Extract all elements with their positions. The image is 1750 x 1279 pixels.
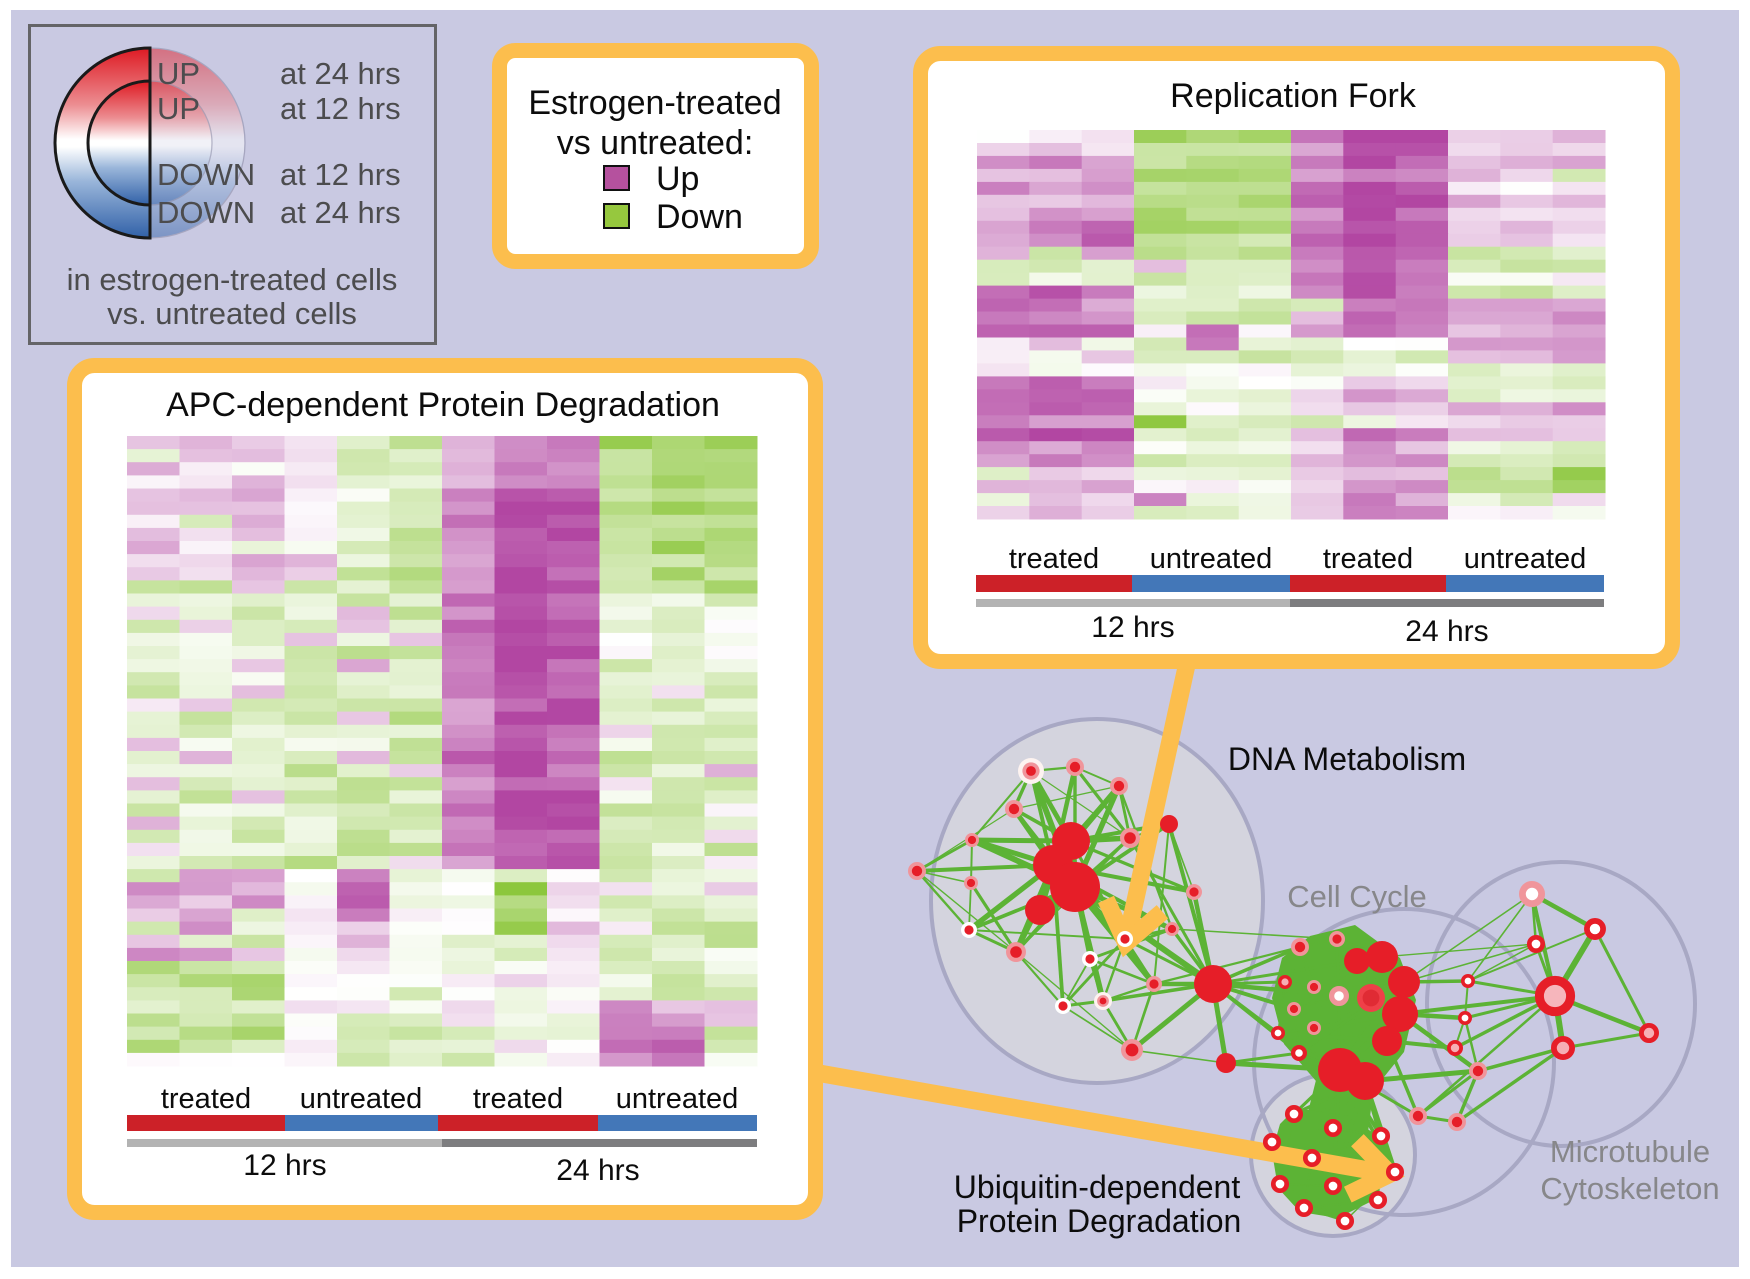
svg-text:vs. untreated cells: vs. untreated cells bbox=[107, 296, 357, 331]
svg-text:Cytoskeleton: Cytoskeleton bbox=[1540, 1171, 1719, 1206]
svg-text:Down: Down bbox=[656, 198, 743, 236]
svg-text:24 hrs: 24 hrs bbox=[556, 1154, 639, 1187]
svg-text:at 12 hrs: at 12 hrs bbox=[280, 91, 401, 126]
svg-text:at 24 hrs: at 24 hrs bbox=[280, 195, 401, 230]
svg-text:Estrogen-treated: Estrogen-treated bbox=[528, 84, 781, 122]
svg-text:UP: UP bbox=[157, 56, 200, 91]
svg-text:untreated: untreated bbox=[300, 1083, 423, 1115]
svg-text:vs untreated:: vs untreated: bbox=[557, 124, 754, 162]
svg-text:UP: UP bbox=[157, 91, 200, 126]
svg-text:untreated: untreated bbox=[1464, 543, 1587, 575]
svg-text:24 hrs: 24 hrs bbox=[1405, 615, 1488, 648]
svg-text:APC-dependent Protein Degradat: APC-dependent Protein Degradation bbox=[166, 386, 720, 424]
svg-text:at 24 hrs: at 24 hrs bbox=[280, 56, 401, 91]
svg-text:untreated: untreated bbox=[1150, 543, 1273, 575]
svg-text:Ubiquitin-dependent: Ubiquitin-dependent bbox=[954, 1169, 1241, 1205]
svg-text:DNA Metabolism: DNA Metabolism bbox=[1228, 741, 1466, 777]
svg-text:treated: treated bbox=[161, 1083, 251, 1115]
svg-text:Replication Fork: Replication Fork bbox=[1170, 77, 1417, 115]
svg-text:Cell Cycle: Cell Cycle bbox=[1287, 879, 1427, 914]
svg-text:in estrogen-treated cells: in estrogen-treated cells bbox=[67, 262, 398, 297]
svg-text:treated: treated bbox=[473, 1083, 563, 1115]
svg-text:treated: treated bbox=[1009, 543, 1099, 575]
svg-text:Protein Degradation: Protein Degradation bbox=[957, 1203, 1242, 1239]
svg-text:12 hrs: 12 hrs bbox=[243, 1149, 326, 1182]
svg-text:Up: Up bbox=[656, 160, 699, 198]
svg-text:12 hrs: 12 hrs bbox=[1091, 611, 1174, 644]
svg-text:at 12 hrs: at 12 hrs bbox=[280, 157, 401, 192]
svg-text:Microtubule: Microtubule bbox=[1550, 1134, 1710, 1169]
svg-text:DOWN: DOWN bbox=[157, 157, 255, 192]
svg-text:treated: treated bbox=[1323, 543, 1413, 575]
svg-text:DOWN: DOWN bbox=[157, 195, 255, 230]
svg-text:untreated: untreated bbox=[616, 1083, 739, 1115]
